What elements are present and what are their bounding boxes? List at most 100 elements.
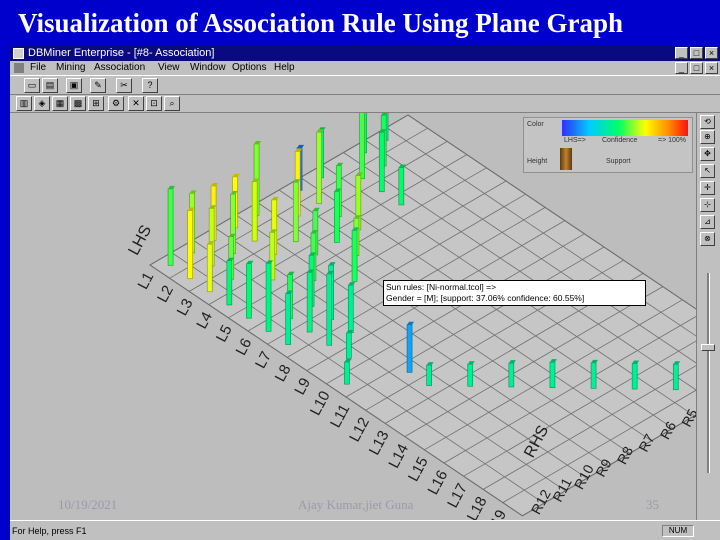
rule-bar-top <box>187 207 195 211</box>
print-icon[interactable]: ▤ <box>42 78 58 93</box>
menu-help[interactable]: Help <box>274 62 295 73</box>
rule-bar <box>326 273 333 346</box>
rule-bar <box>351 230 358 282</box>
legend-height-label: Height <box>527 158 548 165</box>
rule-bar-top <box>228 233 236 237</box>
rule-bar-top <box>252 178 260 182</box>
menu-mining[interactable]: Mining <box>56 62 86 73</box>
move-icon[interactable]: ✛ <box>700 181 715 195</box>
grid-line-rhs <box>171 252 545 504</box>
plot-icon[interactable]: ⊡ <box>146 96 162 111</box>
menu-options[interactable]: Options <box>232 62 267 73</box>
menu-file[interactable]: File <box>30 62 47 73</box>
app-icon[interactable] <box>13 48 24 59</box>
rule-bar <box>549 361 556 388</box>
slide-date: 10/19/2021 <box>58 497 118 512</box>
rule-bar-top <box>336 162 344 166</box>
rhs-tick-label: R8 <box>614 443 637 467</box>
settings-icon[interactable]: ⚙ <box>108 96 124 111</box>
grid-line-rhs <box>235 214 609 467</box>
rule-bar-top <box>309 252 317 256</box>
rule-bar-top <box>355 172 363 176</box>
tree-icon[interactable]: ⊞ <box>88 96 104 111</box>
plane-graph-area[interactable]: L1 L2 L3 L4 L5 L6 L7 L8 L9 L10 L11 L12 L13 L14 L15 L16 L… <box>12 113 696 520</box>
rotate-icon[interactable]: ⟲ <box>700 115 715 129</box>
rule-bar-top <box>352 227 360 231</box>
rule-bar-top <box>379 129 387 133</box>
tool-icon[interactable]: ✕ <box>128 96 144 111</box>
rule-bar <box>306 272 313 333</box>
grid-line-rhs <box>386 127 696 337</box>
right-tool-panel: ⟲ ⊕ ✥ ↖ ✛ ⊹ ⊿ ⊗ <box>696 113 718 520</box>
rule-bar <box>426 364 432 386</box>
child-minimize-button[interactable]: _ <box>675 62 688 74</box>
rule-bar <box>467 363 474 387</box>
menu-association[interactable]: Association <box>94 62 146 73</box>
rule-bar-top <box>285 290 293 294</box>
rule-bar-top <box>344 359 352 363</box>
legend-color-label: Color <box>527 121 544 128</box>
maximize-button[interactable]: □ <box>690 47 703 59</box>
rule-bar <box>285 293 291 345</box>
magnify-icon[interactable]: ⌕ <box>164 96 180 111</box>
rule-bar-top <box>230 191 238 195</box>
rule-bar-top <box>293 179 301 183</box>
rule-bar-top <box>398 164 406 168</box>
lhs-tick-label: L19 <box>483 507 510 520</box>
grid-line-rhs <box>214 227 588 479</box>
rule-bar <box>344 361 350 385</box>
grid-line-rhs <box>343 152 696 391</box>
rule-bar-top <box>328 262 336 266</box>
child-close-button[interactable]: × <box>705 62 718 74</box>
zoom-slider-track[interactable] <box>707 273 710 473</box>
rule-tooltip: Sun rules: [Ni-normal.tcol] => Gender = … <box>383 280 646 306</box>
window-icon[interactable]: ▣ <box>66 78 82 93</box>
document-icon[interactable] <box>14 63 24 73</box>
menu-bar: File Mining Association View Window Opti… <box>10 61 720 75</box>
cube-icon[interactable]: ◈ <box>34 96 50 111</box>
grid-icon[interactable]: ▩ <box>70 96 86 111</box>
rule-bar-top <box>269 229 277 233</box>
plane-graph[interactable]: L1L2L3L4L5L6L7L8L9L10L11L12L13L14L15L16L… <box>12 113 696 520</box>
lhs-tick-label: L14 <box>385 441 412 471</box>
close-button[interactable]: × <box>705 47 718 59</box>
rule-bar <box>226 260 233 306</box>
grid-line-rhs <box>407 114 696 310</box>
rule-bar-top <box>287 271 295 275</box>
chart-icon[interactable]: ▥ <box>16 96 32 111</box>
zoom-slider-thumb[interactable] <box>701 344 715 351</box>
window-titlebar[interactable]: DBMiner Enterprise - [#8- Association] _… <box>10 46 720 61</box>
wand-icon[interactable]: ✎ <box>90 78 106 93</box>
rule-bar-top <box>189 190 197 194</box>
axis-icon[interactable]: ⊹ <box>700 198 715 212</box>
rule-bar-top <box>381 113 388 116</box>
cut-icon[interactable]: ✂ <box>116 78 132 93</box>
lhs-tick-label: L9 <box>291 375 314 398</box>
lhs-tick-label: L18 <box>464 494 491 520</box>
lhs-tick-label: L5 <box>213 322 236 345</box>
support-swatch <box>560 148 572 170</box>
layout-icon[interactable]: ▦ <box>52 96 68 111</box>
minimize-button[interactable]: _ <box>675 47 688 59</box>
reset-icon[interactable]: ⊗ <box>700 232 715 246</box>
rule-bar-top <box>348 282 356 286</box>
rule-bar <box>167 188 174 266</box>
lhs-tick-label: L4 <box>193 309 216 332</box>
filter-icon[interactable]: ⊿ <box>700 215 715 229</box>
rule-bar-top <box>334 188 342 192</box>
rule-bar-top <box>326 270 334 274</box>
confidence-color-bar <box>562 120 688 136</box>
zoom-icon[interactable]: ⊕ <box>700 130 715 144</box>
child-restore-button[interactable]: □ <box>690 62 703 74</box>
rule-bar <box>406 324 413 373</box>
rule-bar-top <box>346 329 354 333</box>
grid-line-rhs <box>278 189 652 442</box>
window-title: DBMiner Enterprise - [#8- Association] <box>28 47 215 59</box>
menu-view[interactable]: View <box>158 62 180 73</box>
pan-icon[interactable]: ✥ <box>700 147 715 161</box>
open-icon[interactable]: ▭ <box>24 78 40 93</box>
menu-window[interactable]: Window <box>190 62 226 73</box>
help-icon[interactable]: ? <box>142 78 158 93</box>
select-icon[interactable]: ↖ <box>700 164 715 178</box>
status-text: For Help, press F1 <box>12 526 87 536</box>
